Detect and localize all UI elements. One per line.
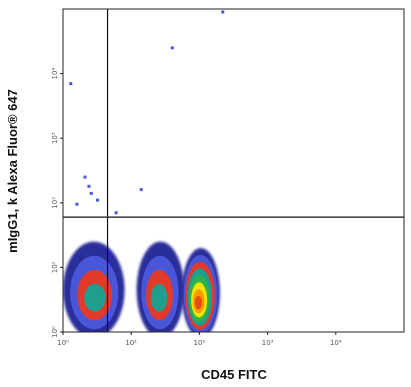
population-2 (136, 241, 185, 332)
x-tick-label: 10³ (262, 339, 274, 347)
y-tick-label: 10² (51, 197, 59, 209)
event-dot (114, 211, 118, 215)
event-dot (170, 46, 174, 50)
population-1 (63, 241, 125, 332)
x-tick-label: 10² (194, 339, 206, 347)
event-dot (139, 188, 143, 192)
quadrant-gate (63, 9, 404, 332)
x-tick-label: 10¹ (125, 339, 137, 347)
plot-frame (62, 8, 405, 333)
y-tick-label: 10¹ (51, 261, 59, 273)
y-tick-label: 10⁴ (51, 68, 59, 80)
event-dot (89, 191, 93, 195)
x-axis-label: CD45 FITC (201, 367, 267, 382)
density-contour (84, 283, 106, 312)
event-dot (221, 10, 225, 14)
y-tick-label: 10³ (51, 132, 59, 144)
outlier-layer (69, 10, 225, 215)
event-dot (75, 202, 79, 206)
tick-layer: 10⁰ 10¹ 10² 10³ 10⁴ 10⁰ 10¹ 10² 10³ 10⁴ (51, 68, 342, 347)
density-contour (194, 296, 202, 310)
event-dot (96, 198, 99, 202)
y-axis-label: mIgG1, k Alexa Fluor® 647 (5, 89, 20, 253)
x-tick-label: 10⁰ (57, 339, 69, 347)
density-layer (63, 241, 220, 332)
density-contour (150, 283, 168, 312)
population-3 (181, 248, 220, 332)
x-tick-label: 10⁴ (330, 339, 342, 347)
event-dot (83, 175, 87, 179)
y-tick-label: 10⁰ (51, 326, 59, 338)
event-dot (87, 184, 91, 188)
event-dot (69, 82, 73, 86)
